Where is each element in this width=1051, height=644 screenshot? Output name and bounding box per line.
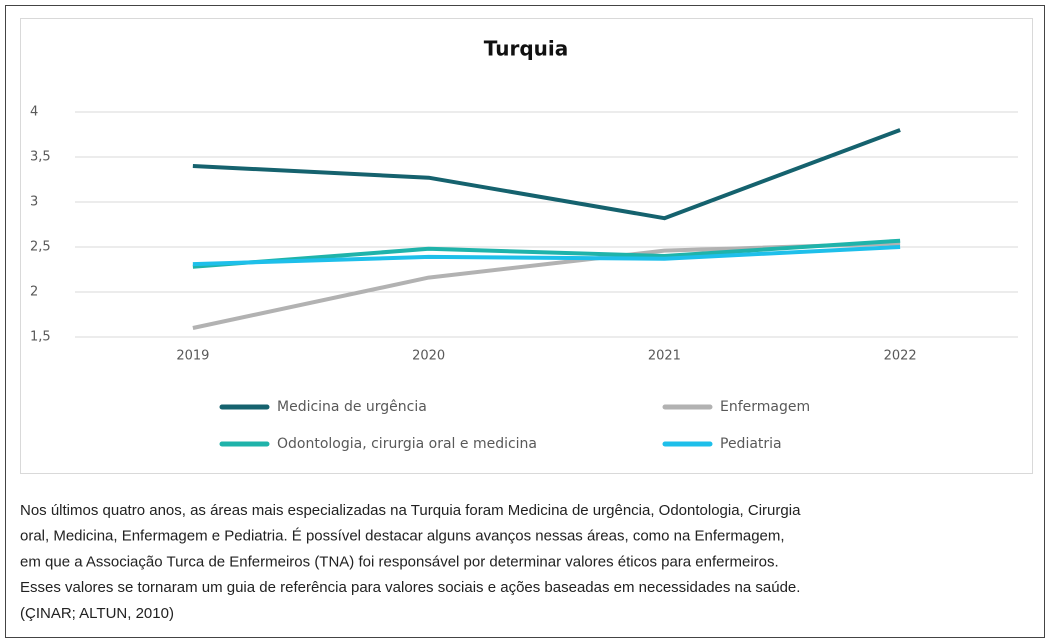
x-tick-label: 2020 [412, 349, 445, 364]
y-tick-label: 2,5 [30, 240, 51, 255]
y-tick-label: 4 [30, 105, 38, 120]
caption-line: oral, Medicina, Enfermagem e Pediatria. … [20, 528, 785, 545]
series-line [192, 245, 901, 267]
caption-line: em que a Associação Turca de Enfermeiros… [20, 553, 779, 570]
y-tick-label: 3 [30, 195, 38, 210]
chart-title: Turquia [484, 37, 568, 61]
y-tick-label: 3,5 [30, 150, 51, 165]
y-tick-label: 1,5 [30, 330, 51, 345]
y-tick-label: 2 [30, 285, 38, 300]
x-tick-label: 2019 [176, 349, 209, 364]
legend-label: Odontologia, cirurgia oral e medicina [277, 436, 537, 452]
legend-label: Medicina de urgência [277, 399, 427, 415]
caption-line: Nos últimos quatro anos, as áreas mais e… [20, 502, 801, 519]
series-line [192, 238, 901, 269]
caption-line: Esses valores se tornaram um guia de ref… [20, 579, 800, 596]
legend-label: Enfermagem [720, 399, 810, 415]
caption-line: (ÇINAR; ALTUN, 2010) [20, 605, 174, 622]
legend-label: Pediatria [720, 436, 782, 452]
x-tick-label: 2021 [648, 349, 681, 364]
series-line [192, 128, 901, 221]
x-tick-label: 2022 [884, 349, 917, 364]
